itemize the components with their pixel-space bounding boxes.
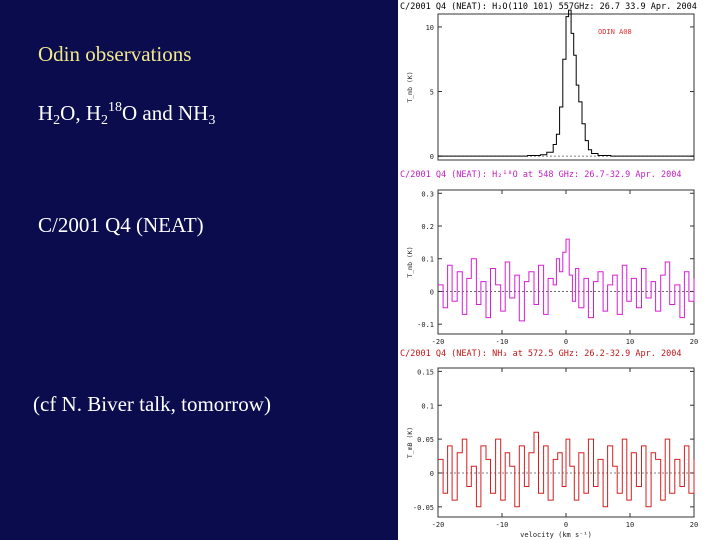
x-tick-label: 10 <box>626 521 634 529</box>
species-subscript: 3 <box>208 113 216 128</box>
x-axis-label: velocity (km s⁻¹) <box>520 531 592 539</box>
x-tick-label: 0 <box>564 338 568 346</box>
y-tick-label: 0.1 <box>421 402 434 410</box>
x-tick-label: -10 <box>496 338 509 346</box>
talk-note: (cf N. Biver talk, tomorrow) <box>33 392 271 416</box>
y-axis-label: T_mb (K) <box>406 246 414 277</box>
x-tick-label: 20 <box>690 521 698 529</box>
species-text: H <box>38 101 54 125</box>
y-axis-label: T_mb (K) <box>406 71 414 102</box>
plot-frame <box>437 13 695 161</box>
x-tick-label: 0 <box>564 521 568 529</box>
y-tick-label: 0.1 <box>421 256 434 264</box>
y-tick-label: 10 <box>426 24 434 32</box>
series-line-1-0 <box>438 238 695 322</box>
y-tick-label: 0.3 <box>421 190 434 198</box>
x-tick-label: -20 <box>432 338 445 346</box>
chart-annotation: ODIN A08 <box>598 28 632 36</box>
species-subscript: 2 <box>101 113 109 128</box>
y-tick-label: 0.15 <box>417 368 434 376</box>
species-text: O, H <box>60 101 102 125</box>
x-tick-label: -10 <box>496 521 509 529</box>
species-line: H2O, H218O and NH3 <box>38 100 215 129</box>
series-line-0-0 <box>438 9 694 157</box>
y-tick-label: -0.05 <box>413 504 434 512</box>
y-tick-label: 0 <box>430 153 434 161</box>
spectra-panel: C/2001 Q4 (NEAT): H₂O(110 101) 557GHz: 2… <box>398 0 720 540</box>
chart-1: -0.1 0 0.1 0.2 0.3 -20 -10 0 10 20 T_mb (K) <box>406 189 698 346</box>
species-subscript: 2 <box>53 113 61 128</box>
y-tick-label: -0.1 <box>417 321 434 329</box>
y-axis-label: T_mB (K) <box>406 427 414 458</box>
y-tick-label: 0.05 <box>417 436 434 444</box>
comet-name: C/2001 Q4 (NEAT) <box>38 213 204 237</box>
y-tick-label: 0.2 <box>421 223 434 231</box>
y-tick-label: 0 <box>430 288 434 296</box>
slide-title: Odin observations <box>38 42 192 66</box>
x-tick-label: -20 <box>432 521 445 529</box>
series-line-2-0 <box>438 431 695 508</box>
chart-2: -0.05 0 0.05 0.1 0.15 -20 -10 0 10 20 T_mB (K) velo… <box>406 367 698 539</box>
y-tick-label: 5 <box>430 89 434 97</box>
y-tick-label: 0 <box>430 470 434 478</box>
species-text: O and NH <box>122 101 209 125</box>
chart-0: 0 5 10 T_mb (K) ODIN A08 <box>406 9 695 161</box>
chart-header-h218o: C/2001 Q4 (NEAT): H₂¹⁸O at 548 GHz: 26.7… <box>400 170 682 180</box>
chart-header-nh3: C/2001 Q4 (NEAT): NH₃ at 572.5 GHz: 26.2… <box>400 349 682 359</box>
chart-header-h2o: C/2001 Q4 (NEAT): H₂O(110 101) 557GHz: 2… <box>400 2 697 12</box>
species-superscript: 18 <box>108 100 123 115</box>
x-tick-label: 10 <box>626 338 634 346</box>
spectra-charts: 0 5 10 T_mb (K) ODIN A08 -0.1 0 0.1 0.2 0.3 -20 -10… <box>406 9 698 539</box>
x-tick-label: 20 <box>690 338 698 346</box>
